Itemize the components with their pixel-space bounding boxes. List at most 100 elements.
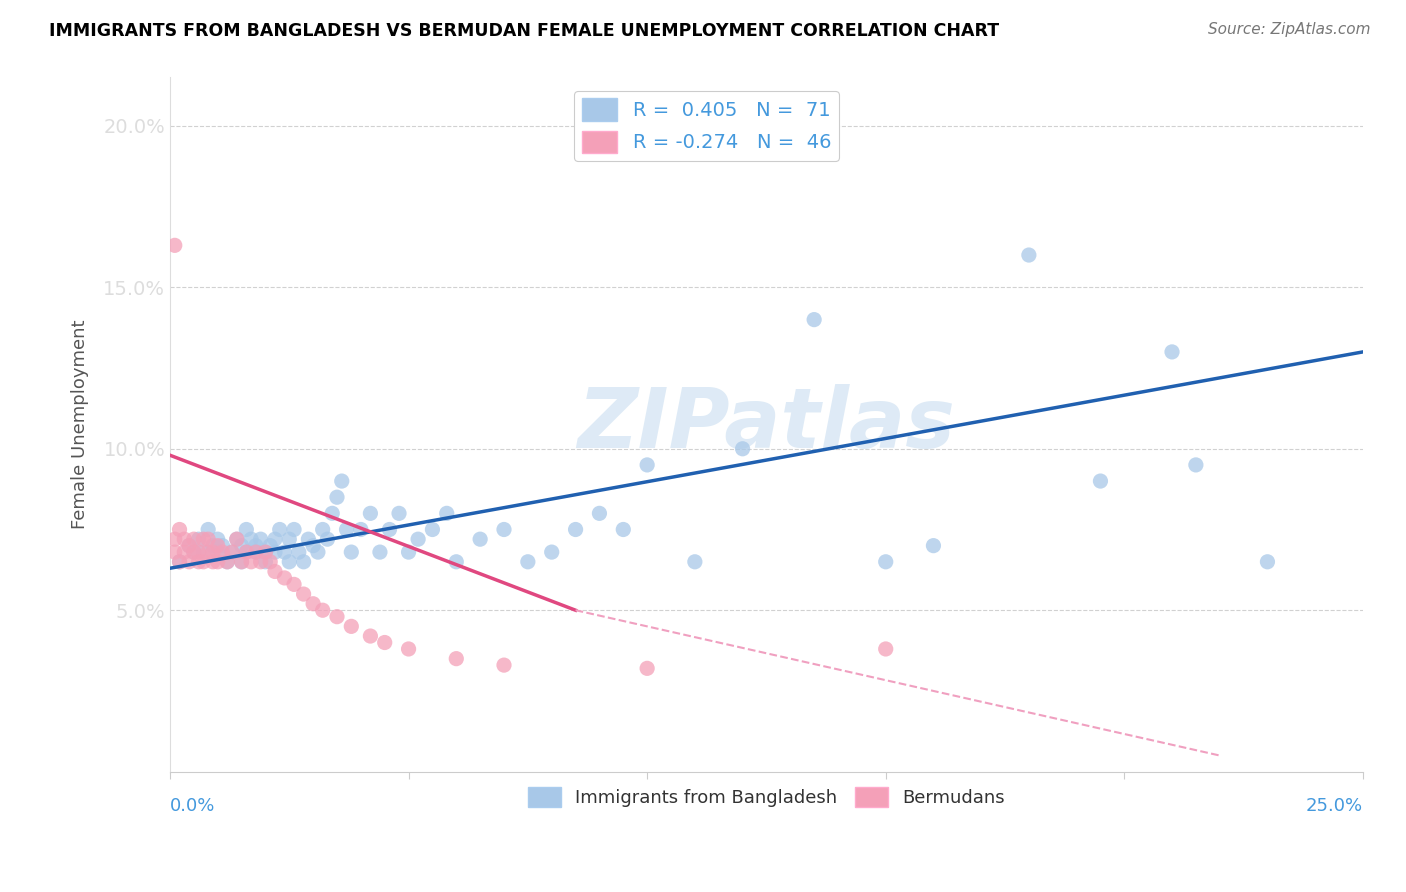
Point bbox=[636, 661, 658, 675]
Point bbox=[875, 555, 897, 569]
Point bbox=[636, 458, 658, 472]
Point bbox=[177, 539, 200, 553]
Point bbox=[875, 642, 897, 657]
Point bbox=[378, 523, 401, 537]
Text: 0.0%: 0.0% bbox=[170, 797, 215, 814]
Point bbox=[245, 545, 267, 559]
Point bbox=[163, 238, 186, 252]
Point bbox=[422, 523, 444, 537]
Point bbox=[326, 609, 349, 624]
Point bbox=[1185, 458, 1208, 472]
Point bbox=[169, 555, 191, 569]
Point bbox=[221, 545, 243, 559]
Point bbox=[288, 545, 311, 559]
Point bbox=[231, 555, 253, 569]
Point bbox=[221, 545, 243, 559]
Point bbox=[254, 555, 277, 569]
Point bbox=[245, 545, 267, 559]
Point bbox=[683, 555, 706, 569]
Point bbox=[321, 507, 343, 521]
Point bbox=[326, 490, 349, 504]
Y-axis label: Female Unemployment: Female Unemployment bbox=[72, 320, 89, 529]
Point bbox=[540, 545, 562, 559]
Legend: Immigrants from Bangladesh, Bermudans: Immigrants from Bangladesh, Bermudans bbox=[520, 780, 1012, 814]
Point bbox=[193, 545, 215, 559]
Point bbox=[264, 565, 287, 579]
Point bbox=[183, 532, 205, 546]
Point bbox=[197, 545, 219, 559]
Point bbox=[264, 545, 287, 559]
Point bbox=[316, 532, 339, 546]
Point bbox=[340, 545, 363, 559]
Point bbox=[1018, 248, 1040, 262]
Point bbox=[283, 523, 305, 537]
Point bbox=[163, 532, 186, 546]
Point bbox=[283, 577, 305, 591]
Point bbox=[193, 532, 215, 546]
Point bbox=[406, 532, 429, 546]
Point bbox=[187, 555, 209, 569]
Point bbox=[169, 523, 191, 537]
Point bbox=[388, 507, 411, 521]
Point bbox=[240, 532, 263, 546]
Point bbox=[173, 545, 195, 559]
Point bbox=[374, 635, 396, 649]
Text: Source: ZipAtlas.com: Source: ZipAtlas.com bbox=[1208, 22, 1371, 37]
Point bbox=[225, 532, 247, 546]
Point bbox=[201, 545, 224, 559]
Point bbox=[177, 555, 200, 569]
Point bbox=[207, 532, 229, 546]
Point bbox=[231, 539, 253, 553]
Point bbox=[259, 555, 281, 569]
Point bbox=[516, 555, 538, 569]
Point bbox=[278, 555, 301, 569]
Point bbox=[1161, 345, 1184, 359]
Point bbox=[207, 539, 229, 553]
Point bbox=[922, 539, 945, 553]
Point bbox=[264, 532, 287, 546]
Point bbox=[297, 532, 319, 546]
Point bbox=[731, 442, 754, 456]
Point bbox=[273, 545, 295, 559]
Point bbox=[249, 532, 271, 546]
Point bbox=[273, 571, 295, 585]
Point bbox=[163, 545, 186, 559]
Point bbox=[235, 523, 257, 537]
Point bbox=[254, 545, 277, 559]
Point bbox=[183, 545, 205, 559]
Point bbox=[269, 523, 291, 537]
Text: IMMIGRANTS FROM BANGLADESH VS BERMUDAN FEMALE UNEMPLOYMENT CORRELATION CHART: IMMIGRANTS FROM BANGLADESH VS BERMUDAN F… bbox=[49, 22, 1000, 40]
Point bbox=[197, 532, 219, 546]
Point bbox=[235, 545, 257, 559]
Point bbox=[217, 555, 239, 569]
Point bbox=[207, 545, 229, 559]
Point bbox=[468, 532, 491, 546]
Point bbox=[249, 555, 271, 569]
Point bbox=[169, 555, 191, 569]
Point bbox=[312, 523, 335, 537]
Point bbox=[612, 523, 634, 537]
Point bbox=[187, 545, 209, 559]
Point bbox=[254, 545, 277, 559]
Point bbox=[350, 523, 373, 537]
Point bbox=[1256, 555, 1278, 569]
Point bbox=[588, 507, 610, 521]
Point bbox=[201, 539, 224, 553]
Point bbox=[231, 555, 253, 569]
Point bbox=[235, 545, 257, 559]
Point bbox=[492, 658, 515, 673]
Text: 25.0%: 25.0% bbox=[1306, 797, 1362, 814]
Point bbox=[177, 539, 200, 553]
Point bbox=[278, 532, 301, 546]
Point bbox=[292, 587, 315, 601]
Point bbox=[359, 629, 381, 643]
Point bbox=[436, 507, 458, 521]
Point bbox=[340, 619, 363, 633]
Point bbox=[312, 603, 335, 617]
Point bbox=[259, 539, 281, 553]
Point bbox=[173, 532, 195, 546]
Point bbox=[398, 545, 420, 559]
Point bbox=[183, 545, 205, 559]
Point bbox=[193, 555, 215, 569]
Point bbox=[292, 555, 315, 569]
